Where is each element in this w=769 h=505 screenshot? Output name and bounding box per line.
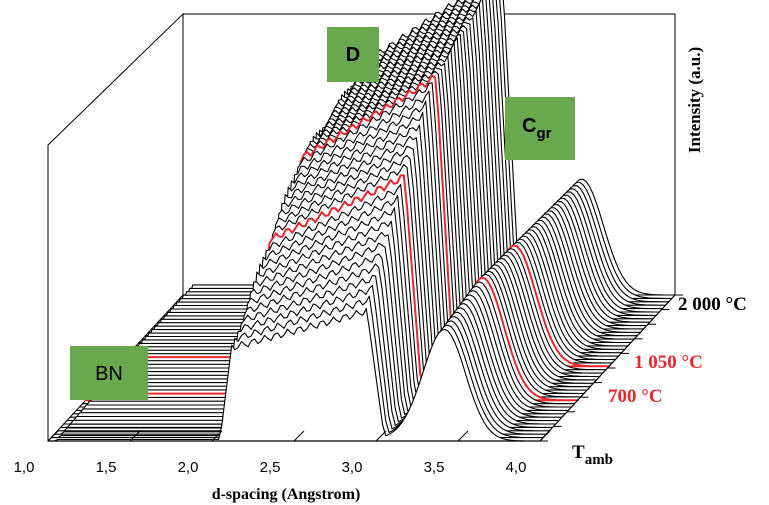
x-tick-label: 2,0 [178,459,199,476]
x-tick-mark [211,430,223,442]
x-tick-mark [47,430,59,442]
peak-label-text: BN [95,363,123,385]
peak-label-cgr: Cgr [505,97,575,160]
x-tick-mark [293,430,305,442]
x-axis-label: d-spacing (Angstrom) [212,486,361,503]
trace [47,307,541,442]
x-tick-labels: 1,0 1,5 2,0 2,5 3,0 3,5 4,0 [14,459,527,476]
chart-floor [47,294,683,442]
x-tick-mark [539,430,551,442]
peak-label-box [70,346,148,400]
x-tick-label: 4,0 [506,459,527,476]
x-tick-mark [457,430,469,442]
z-label-tamb: Tamb [572,442,613,468]
x-tick-label: 3,5 [424,459,445,476]
x-tick-label: 2,5 [260,459,281,476]
z-label-2000: 2 000 °C [678,294,747,315]
peak-label-box [505,97,575,160]
x-tick-label: 3,0 [342,459,363,476]
peak-label-d: D [327,27,379,82]
peak-label-text: Cgr [522,115,552,142]
spectra-traces [47,0,676,442]
peak-label-bn: BN [70,346,148,400]
x-tick-label: 1,0 [14,459,35,476]
y-axis-label: Intensity (a.u.) [685,47,704,153]
peak-label-text: D [346,44,360,66]
z-label-1050: 1 050 °C [634,352,703,373]
back-wall [183,13,676,295]
z-label-700: 700 °C [608,386,663,407]
x-tick-mark [375,430,387,442]
x-tick-mark [129,430,141,442]
peak-label-box [327,27,379,82]
z-axis-labels: Tamb 700 °C 1 050 °C 2 000 °C [572,294,747,468]
x-tick-label: 1,5 [96,459,117,476]
